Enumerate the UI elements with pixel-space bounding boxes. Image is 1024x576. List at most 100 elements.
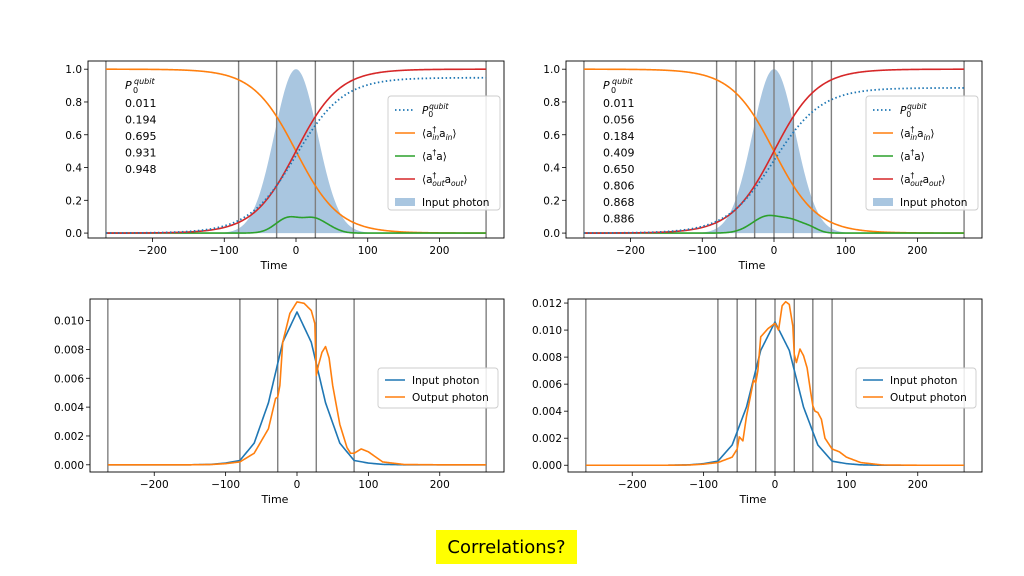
y-tick-label: 1.0	[65, 64, 82, 76]
y-tick-label: 0.000	[54, 460, 84, 472]
chart-bottom-right: −200 −100 0 100 200 0.000 0.002 0.004 0.006 0.008…	[532, 298, 983, 506]
plot-area	[585, 299, 965, 472]
legend-label: P0qubit	[900, 102, 927, 119]
annotation-header-sub: 0	[611, 86, 616, 95]
plot-area	[105, 61, 487, 238]
x-tick-label: −200	[616, 245, 645, 257]
plot-area	[583, 61, 965, 238]
y-tick-label: 0.002	[54, 431, 84, 443]
annotation-value: 0.948	[125, 163, 157, 176]
y-tick-label: 0.006	[532, 379, 562, 391]
x-tick-label: 200	[908, 479, 928, 491]
x-tick-label: −200	[140, 479, 169, 491]
annotation-value: 0.194	[125, 114, 157, 127]
y-tick-label: 0.8	[65, 97, 82, 109]
annotation-value: 0.931	[125, 147, 157, 160]
legend-label: ⟨a† inain⟩	[900, 125, 935, 142]
y-tick-label: 0.4	[65, 163, 82, 175]
annotation-header-sup: qubit	[612, 77, 633, 86]
y-tick-label: 0.010	[54, 316, 84, 328]
x-tick-label: 100	[358, 479, 378, 491]
legend-patch	[395, 198, 415, 206]
legend-label: Output photon	[412, 392, 489, 404]
x-tick-label: 0	[772, 479, 779, 491]
annotation-header: P	[603, 79, 610, 92]
legend-label: Input photon	[900, 197, 967, 209]
legend-label: Output photon	[890, 392, 967, 404]
y-tick-label: 0.008	[532, 352, 562, 364]
legend-label: ⟨a†a⟩	[900, 148, 925, 163]
x-tick-label: −100	[689, 479, 718, 491]
legend: Input photon Output photon	[377, 367, 499, 409]
x-tick-label: 100	[836, 479, 856, 491]
annotation-header-sub: 0	[133, 86, 138, 95]
annotation-value: 0.695	[125, 130, 157, 143]
legend: Input photon Output photon	[855, 367, 977, 409]
caption-box: Correlations?	[436, 530, 577, 564]
series-line-output-flux	[105, 68, 487, 234]
y-tick-label: 0.6	[65, 130, 82, 142]
series-line-qubit-population	[105, 76, 487, 234]
annotation-value: 0.011	[125, 97, 157, 110]
x-tick-label: 200	[430, 479, 450, 491]
legend-label: ⟨a†a⟩	[422, 148, 447, 163]
x-axis-label: Time	[260, 259, 288, 272]
x-tick-label: 100	[358, 245, 378, 257]
legend-label: ⟨a† outaout⟩	[422, 171, 467, 188]
x-axis-label: Time	[738, 259, 766, 272]
y-tick-label: 0.000	[532, 460, 562, 472]
x-axis-label: Time	[739, 493, 767, 506]
annotation-header: P	[125, 79, 132, 92]
annotation-value: 0.409	[603, 147, 635, 160]
y-tick-label: 0.012	[532, 298, 562, 310]
y-tick-label: 0.4	[543, 163, 560, 175]
legend-label: P0qubit	[422, 102, 449, 119]
x-tick-label: 100	[836, 245, 856, 257]
legend-label: Input photon	[412, 375, 479, 387]
legend-label: Input photon	[890, 375, 957, 387]
annotation-value: 0.806	[603, 180, 635, 193]
series-line-output-photon	[585, 300, 965, 467]
y-tick-label: 0.6	[543, 130, 560, 142]
annotation-value: 0.650	[603, 163, 635, 176]
x-tick-label: −200	[138, 245, 167, 257]
x-tick-label: 0	[294, 479, 301, 491]
y-tick-label: 0.006	[54, 373, 84, 385]
y-tick-label: 0.2	[543, 195, 560, 207]
y-tick-label: 0.004	[54, 402, 84, 414]
x-tick-label: −100	[688, 245, 717, 257]
annotation-value: 0.886	[603, 213, 635, 226]
legend-label: Input photon	[422, 197, 489, 209]
annotation-value: 0.184	[603, 130, 635, 143]
legend: P0qubit ⟨a† inain⟩ ⟨a†a⟩ ⟨a† outaout⟩ Input ph…	[387, 95, 501, 211]
annotation-value: 0.868	[603, 196, 635, 209]
x-tick-label: 0	[771, 245, 778, 257]
legend-label: ⟨a† inain⟩	[422, 125, 457, 142]
legend-label: ⟨a† outaout⟩	[900, 171, 945, 188]
y-tick-label: 0.2	[65, 195, 82, 207]
y-tick-label: 0.0	[543, 228, 560, 240]
annotation-value: 0.056	[603, 114, 635, 127]
annotation-value: 0.011	[603, 97, 635, 110]
plot-area	[107, 299, 487, 472]
y-tick-label: 0.0	[65, 228, 82, 240]
legend-patch	[873, 198, 893, 206]
chart-bottom-left: −200 −100 0 100 200 0.000 0.002 0.004 0.006 0.008…	[54, 298, 505, 506]
y-tick-label: 0.004	[532, 406, 562, 418]
series-line-output-photon	[107, 301, 487, 466]
y-tick-label: 0.008	[54, 344, 84, 356]
annotation-header-sup: qubit	[134, 77, 155, 86]
y-tick-label: 0.002	[532, 433, 562, 445]
y-tick-label: 1.0	[543, 64, 560, 76]
x-tick-label: 200	[907, 245, 927, 257]
x-tick-label: 200	[429, 245, 449, 257]
y-tick-label: 0.8	[543, 97, 560, 109]
x-tick-label: 0	[293, 245, 300, 257]
series-line-output-flux	[583, 68, 965, 234]
y-tick-label: 0.010	[532, 325, 562, 337]
x-tick-label: −100	[210, 245, 239, 257]
x-tick-label: −200	[618, 479, 647, 491]
